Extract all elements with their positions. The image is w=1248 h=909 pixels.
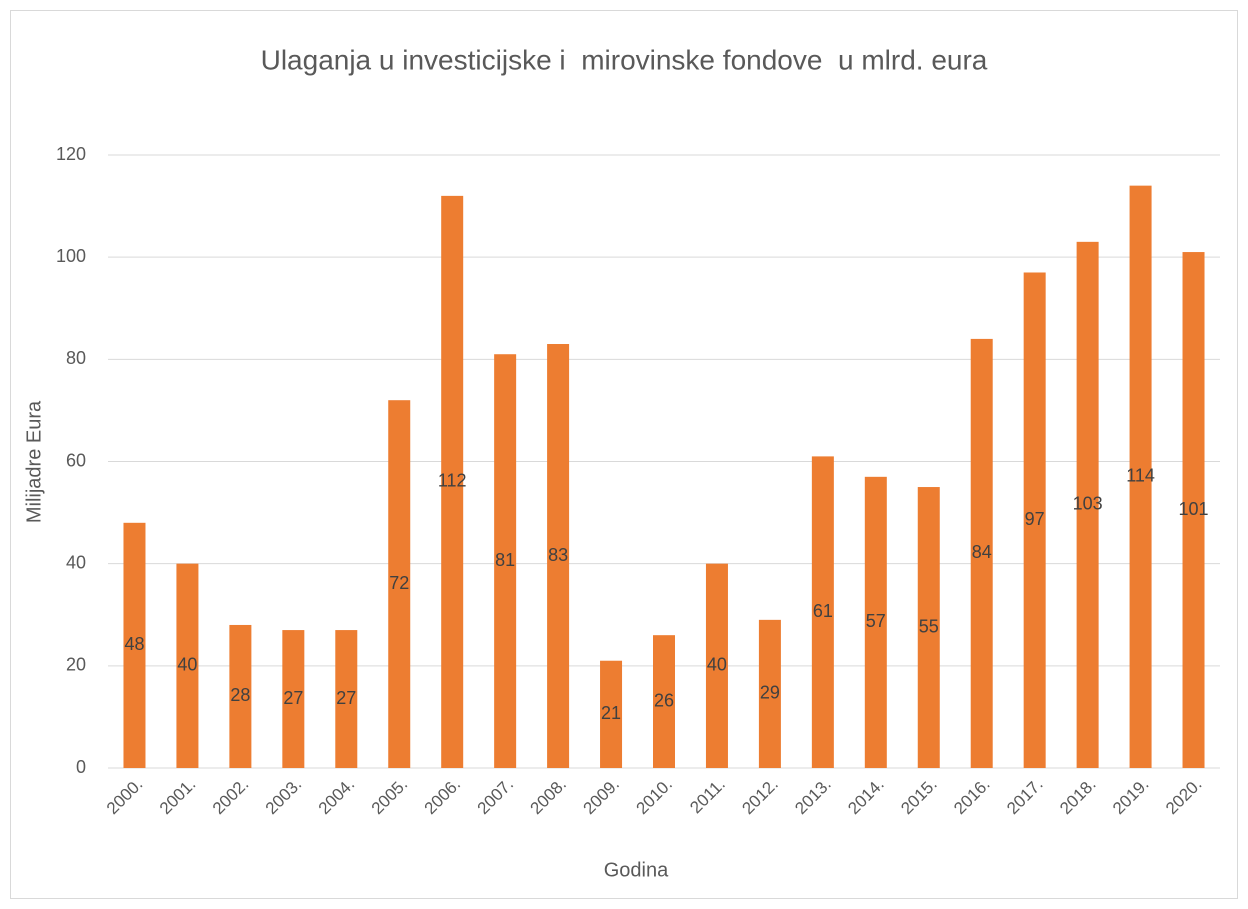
- data-label: 83: [548, 545, 568, 565]
- bar: [123, 522, 146, 768]
- bar: [335, 630, 358, 768]
- data-label: 27: [283, 688, 303, 708]
- data-label: 72: [389, 573, 409, 593]
- data-label: 112: [438, 471, 467, 491]
- y-tick-label: 120: [56, 144, 86, 164]
- bar: [1076, 241, 1099, 768]
- bar: [705, 563, 728, 768]
- bar: [494, 354, 517, 768]
- bar: [282, 630, 305, 768]
- data-label: 48: [124, 634, 144, 654]
- bar: [864, 476, 887, 768]
- y-tick-label: 40: [66, 552, 86, 572]
- bar: [917, 487, 940, 768]
- bar: [811, 456, 834, 768]
- bar: [1023, 272, 1046, 768]
- bar: [1129, 185, 1152, 768]
- bar: [600, 660, 623, 768]
- bar: [970, 338, 993, 768]
- data-label: 26: [654, 690, 674, 710]
- data-label: 55: [919, 616, 939, 636]
- data-label: 21: [601, 703, 621, 723]
- data-label: 101: [1179, 499, 1209, 519]
- data-label: 29: [760, 683, 780, 703]
- data-label: 28: [230, 685, 250, 705]
- data-label: 27: [336, 688, 356, 708]
- data-label: 81: [495, 550, 515, 570]
- y-tick-label: 60: [66, 450, 86, 470]
- data-label: 40: [177, 655, 197, 675]
- data-label: 84: [972, 542, 992, 562]
- bar: [758, 619, 781, 768]
- data-label: 114: [1126, 466, 1155, 486]
- y-tick-label: 0: [76, 757, 86, 777]
- bar: [388, 400, 411, 768]
- bar: [653, 635, 675, 768]
- y-tick-label: 20: [66, 655, 86, 675]
- data-label: 97: [1025, 509, 1045, 529]
- x-axis-label: Godina: [604, 859, 669, 881]
- data-label: 103: [1073, 494, 1103, 514]
- bar: [1182, 252, 1205, 768]
- data-label: 57: [866, 611, 886, 631]
- y-axis-label: Milijadre Eura: [23, 400, 45, 523]
- y-tick-label: 100: [56, 246, 86, 266]
- bar: [441, 195, 464, 768]
- chart-title: Ulaganja u investicijske i mirovinske fo…: [261, 44, 988, 75]
- bar: [176, 563, 199, 768]
- bar: [547, 344, 570, 768]
- y-tick-label: 80: [66, 348, 86, 368]
- bar: [229, 624, 252, 768]
- data-label: 61: [813, 601, 833, 621]
- data-label: 40: [707, 655, 727, 675]
